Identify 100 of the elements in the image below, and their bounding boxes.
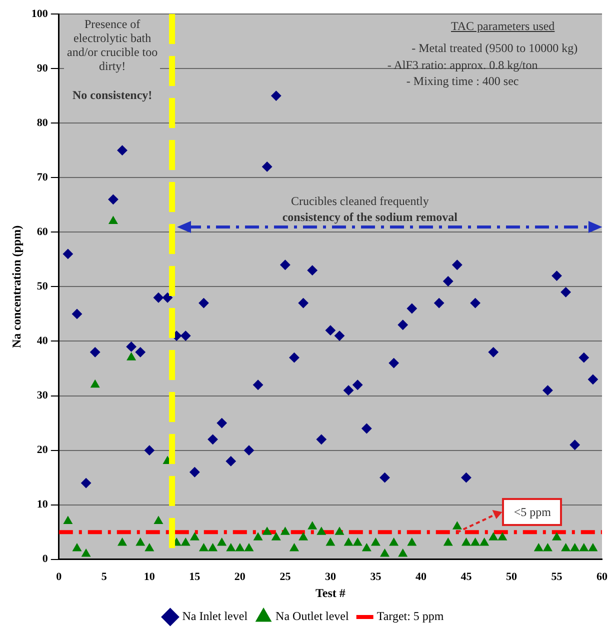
point (199, 543, 208, 552)
point (198, 298, 209, 308)
annotation: Crucibles cleaned frequently (290, 194, 430, 208)
point (181, 538, 190, 546)
y-tick-label: 20 (36, 444, 48, 456)
point (226, 456, 236, 466)
x-tick-label: 55 (551, 570, 563, 583)
point (362, 424, 372, 434)
point (326, 538, 335, 546)
y-tick-label: 60 (36, 226, 48, 238)
point (344, 538, 353, 546)
y-tick-label: 10 (36, 498, 48, 511)
point (588, 374, 598, 384)
point (307, 265, 318, 276)
point (154, 516, 163, 524)
y-tick-label: 50 (36, 280, 48, 293)
x-tick-label: 15 (189, 570, 201, 583)
point (135, 347, 146, 358)
point (317, 527, 326, 535)
y-tick-label: 30 (36, 390, 48, 402)
point (398, 548, 408, 557)
legend-label: Na Outlet level (276, 609, 350, 624)
point (444, 538, 453, 546)
point (462, 538, 471, 546)
point (588, 543, 598, 552)
point (72, 543, 82, 552)
point (570, 440, 580, 450)
point (62, 248, 73, 259)
point (90, 380, 100, 388)
point (353, 538, 362, 546)
point (208, 434, 218, 444)
point (470, 298, 480, 308)
point (81, 478, 92, 488)
x-tick-label: 40 (415, 570, 427, 583)
point (380, 548, 390, 557)
x-tick-label: 5 (101, 570, 108, 583)
annotation: - Mixing time : 400 sec (405, 74, 520, 88)
point (388, 358, 399, 368)
point (208, 543, 218, 552)
point (289, 352, 300, 363)
point (236, 543, 244, 552)
y-tick-label: 100 (31, 8, 48, 20)
point (452, 260, 462, 270)
point (126, 342, 136, 352)
point (480, 538, 489, 546)
point (461, 472, 472, 483)
x-tick-label: 45 (460, 570, 472, 583)
point (308, 522, 317, 530)
y-tick-label: 80 (36, 116, 48, 129)
point (162, 292, 173, 303)
point (280, 260, 290, 270)
point (244, 445, 254, 456)
point (190, 532, 200, 540)
point (371, 538, 380, 546)
point (335, 527, 344, 535)
point (352, 380, 363, 390)
point (153, 292, 164, 303)
point (488, 532, 498, 540)
point (144, 445, 154, 456)
point (498, 532, 507, 540)
x-tick-label: 10 (144, 570, 156, 583)
point (334, 330, 344, 341)
annotation: TAC parameters used (450, 19, 556, 34)
annotation: Presence of electrolytic bath and/or crucible too dirty! (64, 16, 160, 73)
point (108, 194, 118, 204)
point (380, 472, 390, 483)
y-tick-label: 40 (36, 335, 48, 348)
point (145, 543, 154, 552)
point (262, 527, 272, 535)
point (272, 532, 281, 540)
point (488, 347, 498, 358)
point (470, 538, 480, 546)
annotation: consistency of the sodium removal (281, 210, 458, 224)
point (552, 270, 562, 281)
x-tick-label: 35 (370, 570, 382, 583)
point (117, 145, 128, 156)
point (398, 320, 408, 330)
point (560, 287, 571, 298)
point (271, 90, 282, 101)
point (570, 543, 580, 552)
legend-label: Target: 5 ppm (376, 609, 444, 624)
point (344, 385, 354, 396)
point (136, 538, 145, 546)
x-tick-label: 0 (56, 570, 62, 583)
point (552, 532, 562, 540)
point (280, 527, 290, 535)
point (452, 522, 462, 530)
x-axis-title: Test # (315, 586, 346, 600)
point (217, 538, 226, 546)
point (316, 434, 326, 444)
point (325, 325, 336, 336)
point (226, 543, 236, 552)
point (362, 543, 372, 552)
x-tick-label: 60 (596, 570, 608, 583)
point (64, 516, 72, 524)
x-tick-label: 20 (234, 570, 246, 583)
point (254, 532, 262, 540)
annotation: - Metal treated (9500 to 10000 kg) (410, 41, 578, 56)
x-tick-label: 50 (506, 570, 518, 583)
point (290, 543, 299, 552)
